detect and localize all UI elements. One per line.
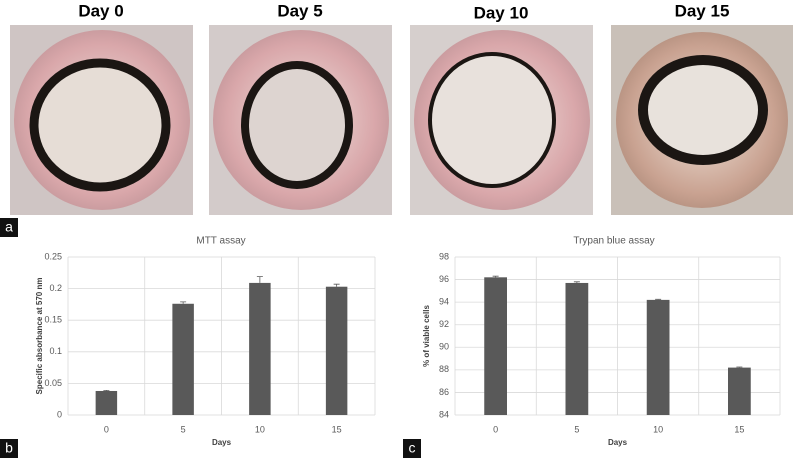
bar	[325, 286, 348, 415]
x-tick-label: 5	[574, 424, 579, 434]
x-tick-label: 15	[734, 424, 744, 434]
photo-label: Day 15	[675, 1, 730, 20]
error-bar	[333, 283, 340, 287]
y-tick-label: 86	[439, 387, 449, 397]
bar	[249, 282, 271, 415]
panel-letter: c	[409, 440, 416, 456]
photo-label: Day 5	[277, 1, 322, 20]
panel-box	[0, 218, 18, 237]
panel-box	[0, 439, 18, 458]
x-axis-label: Days	[608, 438, 628, 447]
y-tick-label: 88	[439, 364, 449, 374]
y-tick-label: 98	[439, 251, 449, 261]
bar	[565, 282, 589, 415]
bar	[95, 390, 118, 415]
bar	[646, 299, 670, 415]
y-tick-label: 0.05	[44, 378, 62, 388]
bar	[172, 303, 194, 415]
y-tick-label: 92	[439, 319, 449, 329]
y-tick-label: 0.25	[44, 251, 62, 261]
photo-label: Day 0	[78, 1, 123, 20]
y-tick-label: 0.15	[44, 315, 62, 325]
y-tick-label: 0.2	[49, 283, 62, 293]
error-bar	[256, 276, 263, 283]
bar	[484, 277, 507, 415]
photo-label: Day 10	[474, 3, 529, 22]
y-tick-label: 0	[57, 409, 62, 419]
error-bar	[736, 366, 743, 368]
x-tick-label: 10	[653, 424, 663, 434]
y-tick-label: 90	[439, 342, 449, 352]
y-axis-label: Specific absorbance at 570 nm	[35, 278, 44, 395]
panel-letter: b	[5, 440, 13, 456]
x-tick-label: 5	[181, 424, 186, 434]
chart-title: Trypan blue assay	[573, 236, 654, 247]
x-axis-label: Days	[212, 438, 232, 447]
error-bar	[103, 389, 110, 391]
y-tick-label: 96	[439, 274, 449, 284]
error-bar	[180, 301, 187, 304]
x-tick-label: 15	[332, 424, 342, 434]
bar	[728, 367, 751, 415]
photo-panel: Day 0 Day 5 Day 10 Day 15 a	[0, 1, 793, 237]
x-tick-label: 10	[255, 424, 265, 434]
error-bar	[655, 298, 662, 300]
y-tick-label: 84	[439, 409, 449, 419]
y-tick-label: 0.1	[49, 346, 62, 356]
y-axis-label: % of viable cells	[422, 305, 431, 367]
y-tick-label: 94	[439, 297, 449, 307]
error-bar	[573, 281, 580, 283]
error-bar	[492, 275, 499, 278]
panel-box	[403, 439, 421, 458]
panel-letter: a	[5, 219, 13, 235]
chart-title: MTT assay	[196, 236, 245, 247]
x-tick-label: 0	[104, 424, 109, 434]
x-tick-label: 0	[493, 424, 498, 434]
